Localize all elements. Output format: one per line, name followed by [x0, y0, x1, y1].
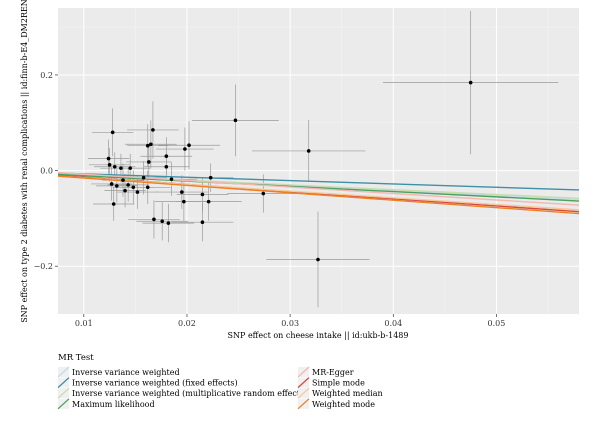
- x-tick-label: 0.02: [178, 319, 196, 328]
- legend-key-line: [57, 387, 70, 399]
- legend-key-line: [297, 387, 310, 399]
- fit-line: [58, 172, 579, 191]
- data-point: [200, 220, 205, 224]
- legend: Inverse variance weighted Inverse varianc…: [57, 366, 383, 410]
- grid-major: [58, 8, 579, 314]
- data-point: [306, 149, 311, 153]
- data-point: [121, 178, 125, 182]
- data-point: [111, 202, 116, 206]
- legend-label: Inverse variance weighted (fixed effects…: [72, 379, 238, 388]
- legend-key-line: [297, 377, 310, 389]
- x-tick-label: 0.05: [488, 319, 506, 328]
- x-axis-label: SNP effect on cheese intake || id:ukb-b-…: [228, 331, 409, 340]
- legend-key-line: [57, 377, 70, 389]
- data-point: [109, 182, 114, 186]
- data-point: [261, 191, 266, 196]
- data-point: [208, 175, 213, 180]
- data-points: [106, 80, 473, 262]
- data-point: [206, 199, 211, 204]
- legend-key-line: [297, 398, 310, 410]
- data-point: [182, 199, 186, 204]
- data-point: [110, 130, 115, 135]
- data-point: [180, 190, 184, 194]
- data-point: [169, 177, 174, 181]
- y-tick-label: 0.2: [40, 71, 53, 80]
- legend-key-line: [297, 366, 310, 378]
- fit-line: [58, 175, 579, 215]
- data-point: [152, 217, 156, 222]
- data-point: [468, 80, 473, 85]
- data-point: [126, 183, 130, 187]
- legend-label: Inverse variance weighted (multiplicativ…: [72, 389, 307, 398]
- data-point: [160, 219, 164, 224]
- legend-label: Weighted mode: [312, 400, 375, 409]
- plot-panel: [58, 8, 579, 314]
- data-point: [149, 142, 153, 147]
- data-point: [316, 257, 320, 262]
- data-point: [233, 118, 238, 123]
- legend-label: Inverse variance weighted: [72, 368, 180, 377]
- data-point: [146, 160, 151, 164]
- data-point: [128, 166, 133, 170]
- data-point: [141, 175, 146, 180]
- data-point: [135, 190, 140, 194]
- data-point: [131, 185, 136, 190]
- legend-key-line: [57, 398, 70, 410]
- x-tick-label: 0.01: [75, 319, 93, 328]
- data-point: [151, 128, 155, 132]
- x-axis-ticks: 0.01 0.02 0.03 0.04 0.05: [75, 314, 505, 328]
- data-point: [115, 184, 119, 188]
- data-point: [145, 143, 150, 148]
- legend-key-line: [57, 366, 70, 378]
- data-point: [164, 164, 169, 169]
- y-tick-label: 0.0: [40, 167, 53, 176]
- y-tick-label: −0.2: [34, 262, 53, 271]
- data-point: [200, 192, 205, 197]
- data-point: [164, 154, 169, 159]
- data-point: [119, 166, 123, 170]
- legend-label: Maximum likelihood: [72, 400, 155, 409]
- legend-title: MR Test: [58, 353, 94, 363]
- y-axis-ticks: −0.2 0.0 0.2: [34, 71, 58, 271]
- legend-label: Weighted median: [312, 389, 383, 398]
- data-point: [145, 185, 150, 190]
- data-point: [107, 163, 112, 167]
- data-point: [183, 147, 187, 151]
- legend-label: MR-Egger: [312, 368, 354, 377]
- data-point: [112, 164, 117, 169]
- data-point: [187, 143, 191, 148]
- grid-minor: [58, 8, 579, 314]
- data-point: [166, 221, 171, 225]
- data-point: [123, 188, 127, 193]
- legend-label: Simple mode: [312, 379, 365, 388]
- y-axis-label: SNP effect on type 2 diabetes with renal…: [20, 0, 29, 323]
- x-tick-label: 0.03: [281, 319, 299, 328]
- x-tick-label: 0.04: [384, 319, 402, 328]
- data-point: [106, 156, 111, 161]
